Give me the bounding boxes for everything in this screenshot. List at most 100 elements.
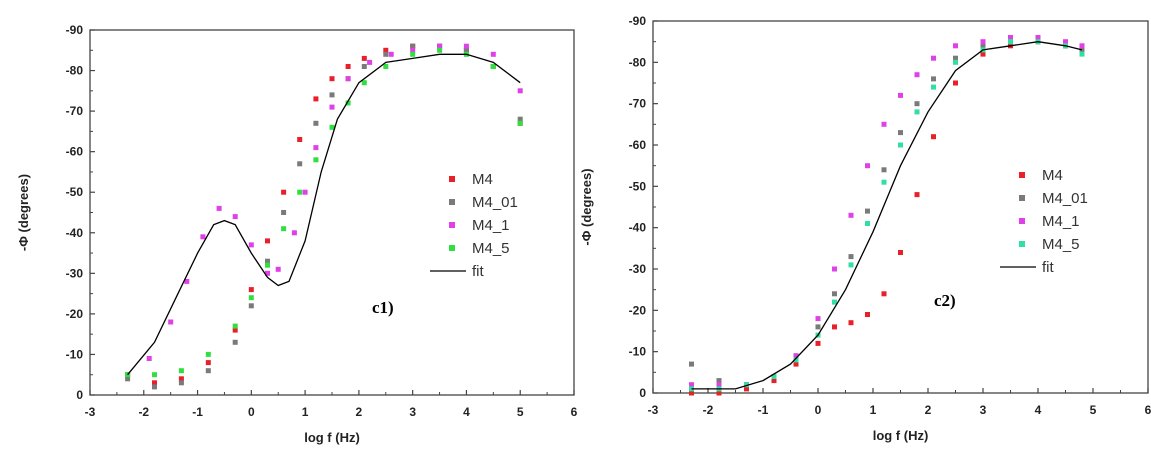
data-point-m4 [383, 47, 389, 53]
data-point-m4-5 [744, 382, 749, 388]
data-point-m4-01 [152, 384, 157, 390]
data-point-m4-1 [1008, 35, 1013, 40]
data-point-m4-1 [232, 214, 238, 220]
legend-label: M4 [472, 171, 493, 188]
data-point-m4-5 [771, 374, 777, 379]
x-tick-label: 6 [1145, 403, 1151, 417]
data-point-m4-01 [205, 368, 211, 374]
data-point-m4 [152, 380, 157, 386]
data-point-m4-5 [232, 323, 238, 329]
data-point-m4-5 [914, 109, 920, 115]
data-point-m4-5 [848, 262, 854, 268]
panel-label: c1) [372, 298, 394, 317]
data-point-m4-01 [517, 116, 523, 122]
data-point-m4-1 [168, 319, 174, 325]
data-point-m4-1 [216, 205, 222, 211]
data-point-m4-1 [463, 43, 469, 49]
data-point-m4-01 [832, 291, 837, 297]
data-point-m4-5 [1008, 39, 1013, 45]
legend-label: M4 [1042, 167, 1063, 184]
x-tick-label: 2 [356, 405, 363, 419]
data-point-m4-01 [297, 161, 303, 167]
fit-line [691, 41, 1083, 390]
data-point-m4-01 [914, 101, 920, 107]
data-point-m4 [345, 64, 351, 69]
data-point-m4 [980, 51, 986, 57]
y-tick-label: -40 [66, 226, 84, 240]
legend-marker-m4-5 [449, 245, 455, 251]
data-point-m4-1 [980, 39, 986, 45]
data-point-m4-1 [291, 230, 297, 236]
data-point-m4 [178, 376, 184, 382]
legend-label: M4_5 [1042, 236, 1080, 253]
data-point-m4-01 [848, 254, 854, 260]
data-point-m4-5 [205, 351, 211, 357]
y-axis-label: -Φ (degrees) [16, 174, 31, 251]
data-point-m4-5 [437, 47, 443, 53]
data-point-m4-1 [410, 47, 416, 53]
x-axis-label: log f (Hz) [873, 428, 929, 443]
y-tick-label: -80 [66, 64, 84, 78]
legend-label: fit [472, 263, 485, 280]
data-point-m4-01 [313, 120, 319, 126]
data-point-m4 [297, 137, 303, 142]
chart-panel-1: -3 -2 -1 0 1 2 3 4 5 60-10-20-30-40-50-60-70-80-9… [16, 23, 578, 445]
y-tick-label: -10 [629, 345, 647, 359]
y-tick-label: -40 [629, 221, 647, 235]
legend-marker-m4-1 [1019, 218, 1025, 224]
data-point-m4-1 [302, 189, 308, 195]
legend-marker-m4-1 [449, 222, 455, 228]
data-point-m4-01 [898, 130, 903, 136]
data-point-m4-5 [297, 189, 303, 195]
data-point-m4-01 [410, 43, 416, 49]
data-point-m4-1 [881, 121, 887, 127]
legend-label: M4_01 [1042, 190, 1088, 207]
y-tick-label: -60 [66, 145, 84, 159]
x-tick-label: -2 [138, 405, 149, 419]
data-point-m4-1 [689, 382, 694, 388]
data-point-m4-1 [146, 356, 152, 361]
data-point-m4 [265, 238, 270, 244]
data-point-m4 [716, 390, 722, 396]
legend-label: M4_01 [472, 194, 518, 211]
data-point-m4-01 [953, 55, 958, 61]
plot-frame [652, 20, 1149, 394]
data-point-m4-1 [184, 278, 190, 284]
y-tick-label: -80 [629, 55, 647, 69]
data-point-m4-5 [865, 221, 870, 226]
data-point-m4-01 [463, 47, 469, 53]
data-point-m4 [793, 361, 799, 367]
data-point-m4-1 [248, 242, 254, 248]
y-tick-label: -90 [629, 14, 647, 28]
data-point-m4-1 [1079, 43, 1085, 49]
data-point-m4-5 [361, 80, 367, 86]
panel-label: c2) [934, 291, 956, 310]
data-point-m4-1 [865, 163, 870, 169]
data-point-m4-1 [329, 104, 335, 110]
y-tick-label: -10 [66, 347, 84, 361]
x-tick-label: 0 [248, 405, 255, 419]
data-point-m4 [205, 360, 211, 366]
data-point-m4-5 [898, 142, 903, 148]
legend-marker-m4 [1019, 172, 1025, 178]
fit-line [127, 53, 521, 376]
x-tick-label: 1 [302, 405, 309, 419]
data-point-m4-1 [848, 212, 854, 218]
data-point-m4-5 [383, 64, 389, 69]
y-tick-label: -60 [629, 138, 647, 152]
data-point-m4-1 [716, 382, 722, 388]
data-point-m4 [815, 340, 821, 346]
data-point-m4-5 [265, 262, 270, 268]
data-point-m4 [898, 250, 903, 255]
data-point-m4 [232, 327, 238, 333]
x-tick-label: 5 [517, 405, 524, 419]
legend-label: fit [1042, 259, 1055, 276]
x-tick-label: -1 [192, 405, 203, 419]
x-tick-label: 2 [925, 403, 932, 417]
data-point-m4-1 [517, 88, 523, 94]
data-point-m4-01 [281, 210, 287, 215]
data-point-m4-5 [178, 368, 184, 374]
data-point-m4-5 [953, 59, 958, 65]
data-point-m4-01 [931, 76, 936, 82]
data-point-m4 [689, 390, 694, 396]
